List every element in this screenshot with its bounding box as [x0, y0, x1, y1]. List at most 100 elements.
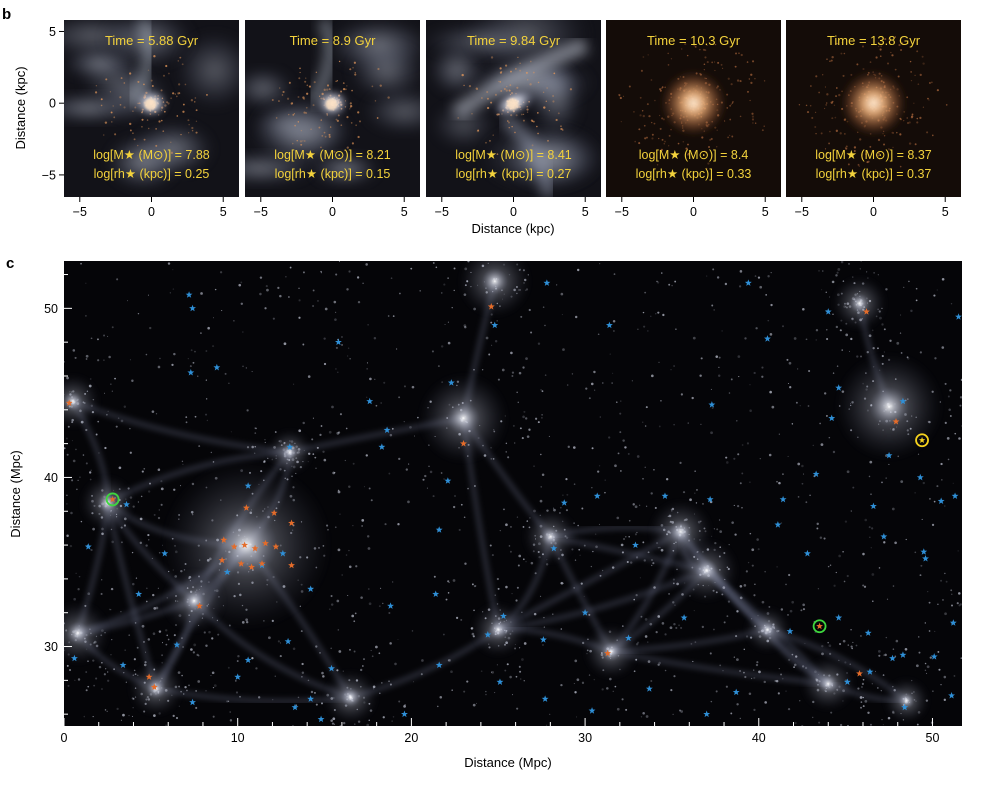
orange-star-marker	[460, 440, 467, 447]
x-tick-label: 5	[401, 205, 408, 219]
blue-star-marker	[119, 661, 127, 669]
blue-star-marker	[189, 698, 196, 706]
orange-star-marker	[65, 399, 73, 406]
orange-star-marker	[272, 543, 280, 550]
blue-star-marker	[378, 443, 386, 450]
blue-star-marker	[625, 634, 632, 641]
snapshot-time-label: Time = 8.9 Gyr	[290, 33, 377, 48]
blue-star-marker	[835, 614, 843, 621]
blue-star-marker	[605, 321, 613, 329]
x-tick-label: 0	[148, 205, 155, 219]
blue-star-marker	[774, 521, 782, 528]
blue-star-marker	[383, 426, 391, 433]
orange-star-marker	[230, 543, 238, 550]
blue-star-marker	[447, 379, 455, 386]
y-tick-label: 40	[44, 471, 58, 485]
panel-c-xlabel: Distance (Mpc)	[464, 755, 551, 770]
orange-star-marker	[241, 541, 249, 548]
blue-star-marker	[291, 703, 299, 711]
blue-star-marker	[317, 715, 325, 723]
blue-star-marker	[955, 313, 962, 320]
snapshot-mass-label: log[M★ (M⊙)] = 7.88	[93, 148, 210, 162]
blue-star-marker	[187, 369, 195, 376]
snapshot-time-label: Time = 9.84 Gyr	[467, 33, 561, 48]
x-tick-label: 5	[582, 205, 589, 219]
blue-star-marker	[744, 279, 752, 286]
snapshot-radius-label: log[rh★ (kpc)] = 0.15	[275, 167, 391, 181]
snapshot-radius-label: log[rh★ (kpc)] = 0.25	[94, 167, 210, 181]
blue-star-marker	[401, 710, 408, 718]
blue-star-marker	[223, 568, 231, 576]
blue-star-marker	[764, 335, 771, 342]
y-tick-label: 50	[44, 302, 58, 316]
yellow-ring-marker	[915, 433, 929, 448]
blue-star-marker	[484, 631, 492, 638]
panel-b-letter: b	[2, 6, 11, 23]
y-tick-label: 5	[49, 25, 56, 39]
x-tick-label: −5	[254, 205, 268, 219]
x-tick-label: 10	[231, 731, 245, 745]
snapshot-time-label: Time = 13.8 Gyr	[827, 33, 921, 48]
blue-star-marker	[328, 664, 335, 672]
orange-star-marker	[109, 495, 117, 503]
blue-star-marker	[435, 526, 443, 533]
snapshot-image	[245, 20, 420, 186]
panel-b-ylabel: Distance (kpc)	[13, 66, 28, 149]
snapshot-panel: Time = 5.88 Gyr log[M★ (M⊙)] = 7.88 log[rh…	[64, 20, 239, 219]
snapshot-mass-label: log[M★ (M⊙)] = 8.4	[639, 148, 749, 162]
x-tick-label: 5	[762, 205, 769, 219]
blue-star-marker	[581, 609, 589, 616]
x-tick-label: 5	[942, 205, 949, 219]
blue-star-marker	[828, 414, 836, 422]
x-tick-label: −5	[615, 205, 629, 219]
blue-star-marker	[951, 492, 959, 499]
blue-star-marker	[824, 308, 832, 315]
x-tick-label: 0	[870, 205, 877, 219]
blue-star-marker	[213, 363, 221, 371]
orange-star-marker	[487, 303, 495, 310]
snapshot-time-label: Time = 10.3 Gyr	[647, 33, 741, 48]
blue-star-marker	[500, 612, 507, 619]
x-tick-label: 0	[329, 205, 336, 219]
x-tick-label: −5	[435, 205, 449, 219]
orange-star-marker	[220, 536, 228, 543]
snapshot-image	[64, 20, 239, 191]
blue-star-marker	[866, 668, 874, 675]
snapshot-panel: Time = 8.9 Gyr log[M★ (M⊙)] = 8.21 log[rh★…	[245, 20, 420, 219]
panel-c-ylabel: Distance (Mpc)	[8, 450, 23, 537]
x-tick-label: 0	[61, 731, 68, 745]
blue-star-marker	[901, 703, 909, 711]
y-tick-label: 30	[44, 640, 58, 654]
blue-star-marker	[135, 590, 143, 598]
blue-star-marker	[539, 636, 547, 643]
orange-star-marker	[262, 539, 269, 547]
blue-star-marker	[812, 470, 820, 477]
y-tick-label: 0	[49, 97, 56, 111]
blue-star-marker	[366, 397, 374, 405]
snapshot-panel: Time = 9.84 Gyr log[M★ (M⊙)] = 8.41 log[rh…	[426, 20, 601, 219]
blue-star-marker	[550, 544, 558, 552]
snapshot-panel: Time = 13.8 Gyr log[M★ (M⊙)] = 8.37 log[rh…	[786, 20, 961, 219]
x-tick-label: −5	[73, 205, 87, 219]
blue-star-marker	[708, 401, 716, 408]
snapshot-radius-label: log[rh★ (kpc)] = 0.33	[636, 167, 752, 181]
blue-star-marker	[803, 549, 811, 557]
x-tick-label: 0	[690, 205, 697, 219]
orange-star-marker	[218, 556, 226, 564]
snapshot-time-label: Time = 5.88 Gyr	[105, 33, 199, 48]
blue-star-marker	[307, 695, 315, 702]
blue-star-marker	[335, 338, 342, 346]
blue-star-marker	[949, 619, 957, 626]
blue-star-marker	[864, 629, 872, 636]
x-tick-label: 5	[220, 205, 227, 219]
orange-star-marker	[248, 563, 256, 570]
orange-star-marker	[288, 561, 295, 569]
blue-star-marker	[843, 678, 851, 685]
cosmic-web-image	[64, 261, 962, 726]
x-tick-label: 30	[578, 731, 592, 745]
blue-star-marker	[161, 549, 169, 557]
blue-star-marker	[279, 549, 287, 557]
blue-star-marker	[937, 497, 945, 505]
blue-star-marker	[593, 492, 601, 499]
x-tick-label: −5	[795, 205, 809, 219]
